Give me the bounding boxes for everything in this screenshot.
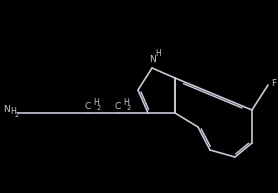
Text: H: H	[10, 107, 16, 115]
Text: 2: 2	[15, 112, 19, 118]
Text: F: F	[271, 80, 276, 89]
Text: C: C	[115, 102, 121, 111]
Text: 2: 2	[97, 105, 101, 111]
Text: H: H	[123, 98, 129, 107]
Text: N: N	[3, 106, 10, 114]
Text: 2: 2	[127, 105, 131, 111]
Text: H: H	[93, 98, 99, 107]
Text: H: H	[155, 49, 161, 58]
Text: N: N	[149, 55, 155, 64]
Text: C: C	[85, 102, 91, 111]
